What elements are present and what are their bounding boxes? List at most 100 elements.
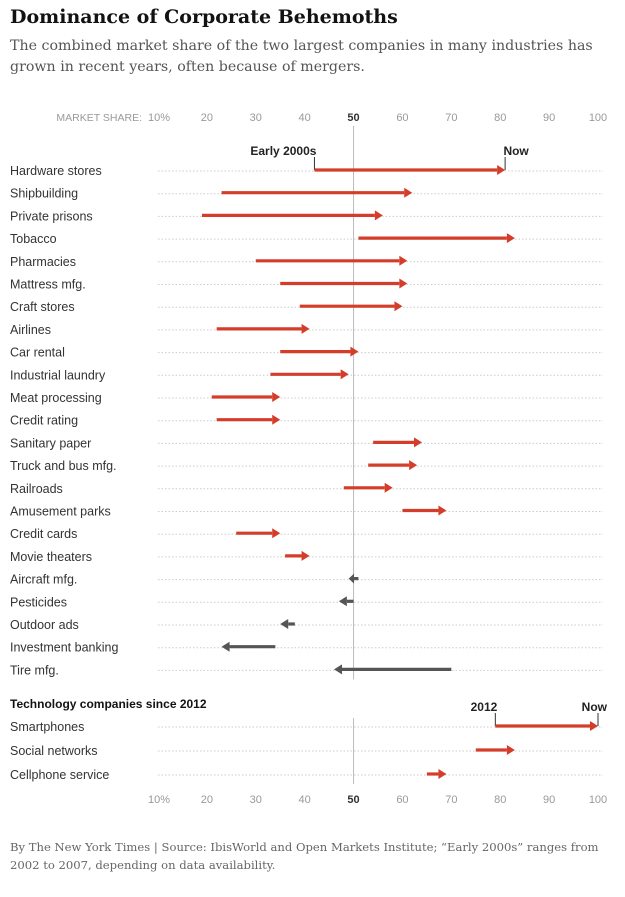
industries-arrow	[221, 641, 276, 652]
industries-row-label: Sanitary paper	[10, 436, 91, 450]
industries-top-tick-label: 90	[543, 112, 555, 124]
tech-bottom-tick-label: 40	[299, 794, 311, 806]
tech-bottom-tick-label: 30	[250, 794, 262, 806]
industries-top-tick-label: 100	[589, 112, 607, 124]
industries-arrow-head	[374, 210, 383, 221]
industries-top-tick-label: 10%	[148, 112, 170, 124]
industries-arrow-head	[394, 301, 403, 312]
industries-arrow	[348, 573, 359, 584]
industries-top-tick-label: 20	[201, 112, 213, 124]
industries-row-label: Credit rating	[10, 414, 78, 428]
tech-row-label: Social networks	[10, 744, 98, 758]
tech-arrow	[495, 721, 598, 731]
industries-arrow-head	[399, 278, 408, 289]
industries-row-label: Shipbuilding	[10, 187, 78, 201]
industries-row-label: Truck and bus mfg.	[10, 459, 117, 473]
industries-row-label: Aircraft mfg.	[10, 573, 77, 587]
industries-axis-title: MARKET SHARE:	[56, 112, 142, 124]
arrow-range-chart: MARKET SHARE: 10% 20 30 40 50 60 70 80 90 100 Early…	[10, 112, 608, 806]
industries-arrow-head	[334, 664, 342, 675]
industries-arrow	[314, 165, 506, 175]
industries-arrow-head	[506, 233, 515, 244]
industries-row-label: Hardware stores	[10, 164, 102, 178]
tech-bottom-tick-label: 70	[445, 794, 457, 806]
industries-start-label: Early 2000s	[250, 144, 316, 158]
tech-start-label: 2012	[471, 700, 498, 714]
tech-row-label: Smartphones	[10, 720, 84, 734]
chart-title: Dominance of Corporate Behemoths	[10, 6, 398, 28]
industries-row-label: Tire mfg.	[10, 663, 59, 677]
industries-arrow	[373, 437, 422, 448]
industries-arrow	[280, 346, 359, 357]
industries-row-label: Industrial laundry	[10, 368, 106, 382]
industries-arrow	[402, 505, 447, 516]
industries-row-label: Craft stores	[10, 300, 75, 314]
industries-top-tick-label: 30	[250, 112, 262, 124]
industries-arrow-head	[348, 573, 355, 584]
industries-top-tick-label: 60	[396, 112, 408, 124]
industries-row-label: Mattress mfg.	[10, 278, 86, 292]
tech-arrow-head	[438, 769, 447, 779]
industries-arrow	[343, 482, 393, 493]
industries-arrow	[211, 392, 281, 402]
industries-row-label: Outdoor ads	[10, 618, 79, 632]
industries-arrow-head	[438, 505, 447, 516]
industries-top-tick-label: 70	[445, 112, 457, 124]
industries-row-label: Airlines	[10, 323, 51, 337]
industries-arrow-head	[301, 550, 310, 561]
tech-bottom-tick-label: 10%	[148, 794, 170, 806]
industries-row-label: Private prisons	[10, 209, 93, 223]
industries-top-tick-label: 40	[299, 112, 311, 124]
industries-arrow	[338, 596, 354, 607]
industries-arrow	[280, 619, 295, 629]
tech-bottom-tick-label: 90	[543, 794, 555, 806]
tech-arrow	[426, 769, 447, 779]
tech-section-title: Technology companies since 2012	[10, 697, 207, 711]
industries-arrow	[299, 301, 403, 312]
tech-arrow-head	[590, 721, 598, 731]
industries-row-label: Tobacco	[10, 232, 57, 246]
industries-arrow	[236, 528, 281, 539]
source-note: By The New York Times | Source: IbisWorl…	[10, 840, 599, 872]
industries-arrow	[202, 210, 383, 221]
industries-arrow-head	[399, 255, 408, 266]
industries-arrow-head	[280, 619, 289, 629]
industries-arrow-head	[404, 187, 413, 198]
industries-arrow	[221, 187, 413, 198]
industries-row-label: Railroads	[10, 482, 63, 496]
industries-top-tick-label: 50	[347, 112, 359, 124]
tech-arrow-head	[506, 745, 515, 755]
industries-row-label: Meat processing	[10, 391, 102, 405]
industries-arrow	[358, 233, 515, 244]
industries-top-tick-label: 80	[494, 112, 506, 124]
tech-bottom-tick-label: 100	[589, 794, 607, 806]
industries-arrow-head	[384, 482, 393, 493]
industries-row-label: Movie theaters	[10, 550, 92, 564]
industries-arrow-head	[301, 323, 310, 334]
industries-end-label: Now	[503, 144, 529, 158]
industries-row-label: Amusement parks	[10, 505, 111, 519]
industries-row-label: Credit cards	[10, 527, 77, 541]
industries-arrow-head	[272, 392, 281, 402]
industries-arrow	[334, 664, 452, 675]
industries-arrow-head	[221, 641, 230, 652]
industries-arrow	[216, 323, 310, 334]
tech-arrow	[475, 745, 515, 755]
industries-arrow	[285, 550, 310, 561]
industries-arrow	[368, 460, 418, 471]
industries-arrow-head	[409, 460, 418, 471]
industries-arrow-head	[497, 165, 506, 175]
industries-arrow-head	[350, 346, 359, 357]
tech-bottom-tick-label: 20	[201, 794, 213, 806]
industries-arrow-head	[414, 437, 422, 448]
tech-bottom-tick-label: 80	[494, 794, 506, 806]
tech-end-label: Now	[582, 700, 608, 714]
tech-bottom-tick-label: 60	[396, 794, 408, 806]
industries-arrow	[216, 414, 281, 425]
industries-arrow	[255, 255, 408, 266]
tech-row-label: Cellphone service	[10, 768, 109, 782]
industries-row-label: Car rental	[10, 346, 65, 360]
tech-bottom-tick-label: 50	[347, 794, 359, 806]
industries-row-label: Pharmacies	[10, 255, 76, 269]
chart-subtitle: The combined market share of the two lar…	[10, 38, 593, 75]
